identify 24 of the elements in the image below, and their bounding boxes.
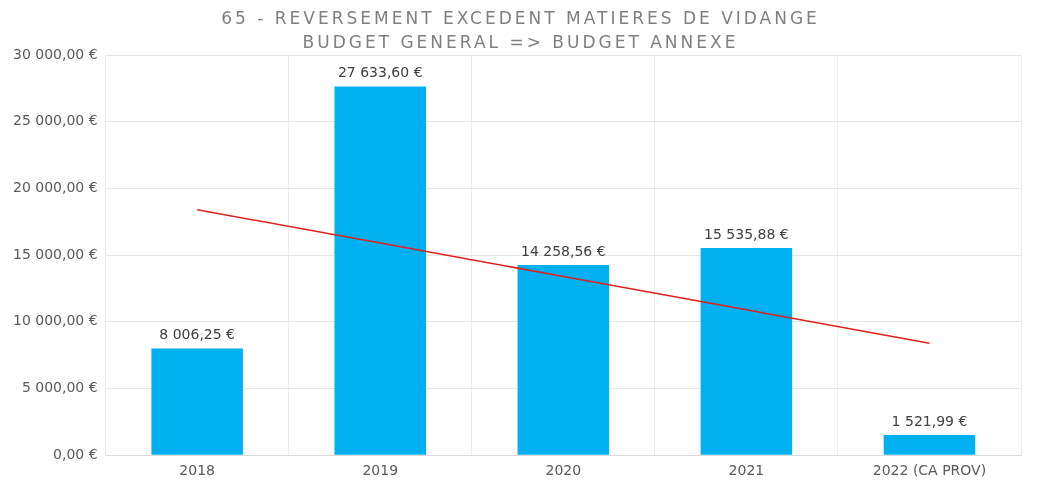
y-tick-label: 25 000,00 € [13,112,98,129]
x-tick-label: 2020 [545,462,582,479]
x-tick-label: 2022 (CA PROV) [872,462,987,479]
data-label: 15 535,88 € [704,225,789,242]
y-tick-label: 15 000,00 € [13,245,98,262]
y-tick-label: 0,00 € [53,445,98,462]
y-tick-label: 5 000,00 € [21,379,98,396]
data-label: 27 633,60 € [337,64,423,81]
bar [883,434,976,455]
bar [334,86,426,455]
bar [151,348,243,455]
bar [700,247,793,455]
x-tick-label: 2019 [362,462,399,479]
y-tick-label: 20 000,00 € [13,179,98,196]
chart-subtitle: BUDGET GENERAL => BUDGET ANNEXE [302,32,739,52]
x-tick-label: 2021 [728,462,765,479]
y-tick-label: 30 000,00 € [13,45,98,62]
data-label: 8 006,25 € [159,326,235,343]
chart-title: 65 - REVERSEMENT EXCEDENT MATIERES DE VIDANGE [220,7,821,30]
y-tick-label: 10 000,00 € [13,312,98,329]
data-label: 1 521,99 € [891,412,968,429]
x-tick-label: 2018 [179,462,215,479]
data-label: 14 258,56 € [521,242,606,259]
bar [517,264,610,455]
